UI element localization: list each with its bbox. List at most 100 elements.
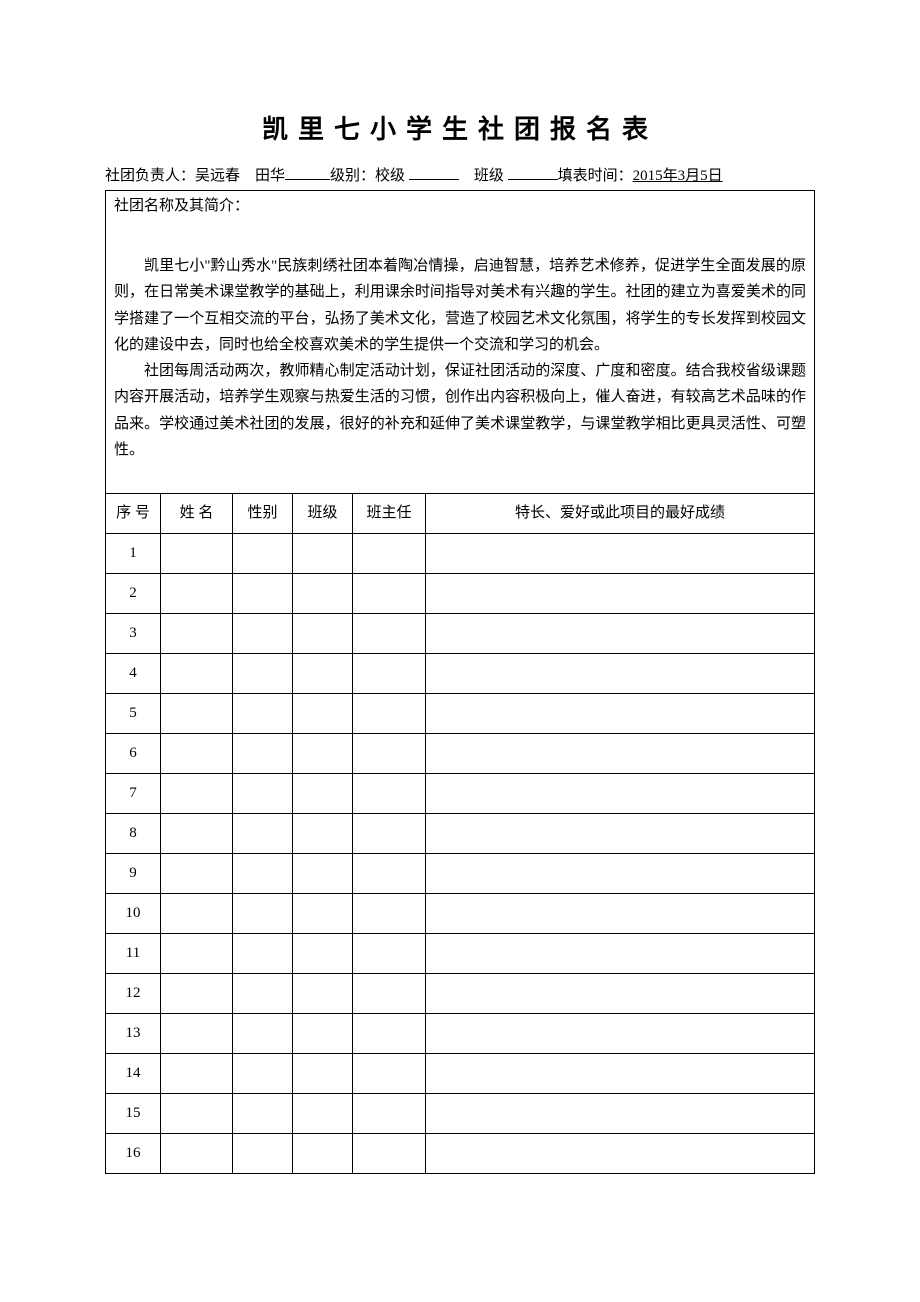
intro-box: 社团名称及其简介： 凯里七小"黔山秀水"民族刺绣社团本着陶冶情操，启迪智慧，培养… [105,190,815,494]
cell-seq: 12 [106,974,161,1014]
cell-teacher [353,1014,426,1054]
meta-line: 社团负责人：吴远春 田华级别：校级 班级 填表时间：2015年3月5日 [105,165,815,188]
cell-name [161,814,233,854]
cell-class [293,1014,353,1054]
cell-seq: 8 [106,814,161,854]
cell-specialty [426,1094,815,1134]
cell-specialty [426,574,815,614]
cell-specialty [426,1014,815,1054]
leader-label: 社团负责人： [105,168,195,184]
cell-seq: 13 [106,1014,161,1054]
table-row: 3 [106,614,815,654]
cell-seq: 6 [106,734,161,774]
cell-seq: 11 [106,934,161,974]
cell-specialty [426,694,815,734]
cell-class [293,854,353,894]
cell-teacher [353,934,426,974]
cell-seq: 16 [106,1134,161,1174]
table-row: 6 [106,734,815,774]
cell-specialty [426,534,815,574]
cell-teacher [353,854,426,894]
cell-specialty [426,614,815,654]
cell-name [161,534,233,574]
cell-teacher [353,1054,426,1094]
cell-name [161,1014,233,1054]
cell-class [293,694,353,734]
cell-name [161,894,233,934]
cell-class [293,814,353,854]
table-row: 1 [106,534,815,574]
cell-seq: 10 [106,894,161,934]
cell-specialty [426,774,815,814]
table-row: 10 [106,894,815,934]
cell-class [293,734,353,774]
cell-name [161,774,233,814]
cell-specialty [426,734,815,774]
cell-teacher [353,894,426,934]
cell-teacher [353,814,426,854]
cell-class [293,934,353,974]
cell-class [293,894,353,934]
cell-seq: 1 [106,534,161,574]
cell-name [161,654,233,694]
cell-seq: 2 [106,574,161,614]
class-label: 班级 [474,168,504,184]
cell-name [161,974,233,1014]
col-specialty: 特长、爱好或此项目的最好成绩 [426,494,815,534]
cell-class [293,614,353,654]
cell-specialty [426,654,815,694]
cell-class [293,974,353,1014]
table-row: 2 [106,574,815,614]
col-seq: 序 号 [106,494,161,534]
cell-class [293,574,353,614]
cell-name [161,1054,233,1094]
col-class: 班级 [293,494,353,534]
cell-seq: 4 [106,654,161,694]
cell-name [161,614,233,654]
table-row: 12 [106,974,815,1014]
cell-specialty [426,1134,815,1174]
intro-paragraph-2: 社团每周活动两次，教师精心制定活动计划，保证社团活动的深度、广度和密度。结合我校… [114,358,806,463]
cell-gender [233,774,293,814]
col-teacher: 班主任 [353,494,426,534]
cell-name [161,734,233,774]
col-gender: 性别 [233,494,293,534]
cell-teacher [353,574,426,614]
fill-time-label: 填表时间： [558,168,633,184]
cell-specialty [426,894,815,934]
cell-name [161,1094,233,1134]
cell-gender [233,694,293,734]
cell-gender [233,1094,293,1134]
table-row: 14 [106,1054,815,1094]
leader-names: 吴远春 田华 [195,168,285,184]
table-row: 4 [106,654,815,694]
cell-gender [233,894,293,934]
cell-name [161,1134,233,1174]
cell-gender [233,734,293,774]
cell-teacher [353,1094,426,1134]
table-row: 8 [106,814,815,854]
cell-gender [233,534,293,574]
cell-specialty [426,814,815,854]
cell-gender [233,854,293,894]
cell-name [161,854,233,894]
class-blank [508,165,558,180]
cell-gender [233,1134,293,1174]
table-row: 15 [106,1094,815,1134]
table-header-row: 序 号 姓 名 性别 班级 班主任 特长、爱好或此项目的最好成绩 [106,494,815,534]
intro-label: 社团名称及其简介： [114,195,806,218]
cell-teacher [353,654,426,694]
page-title: 凯里七小学生社团报名表 [105,110,815,149]
cell-teacher [353,694,426,734]
cell-class [293,1094,353,1134]
table-row: 11 [106,934,815,974]
cell-teacher [353,614,426,654]
cell-gender [233,1054,293,1094]
cell-gender [233,974,293,1014]
cell-teacher [353,774,426,814]
cell-class [293,1054,353,1094]
cell-class [293,534,353,574]
cell-specialty [426,854,815,894]
cell-class [293,654,353,694]
level-label: 级别：校级 [330,168,405,184]
